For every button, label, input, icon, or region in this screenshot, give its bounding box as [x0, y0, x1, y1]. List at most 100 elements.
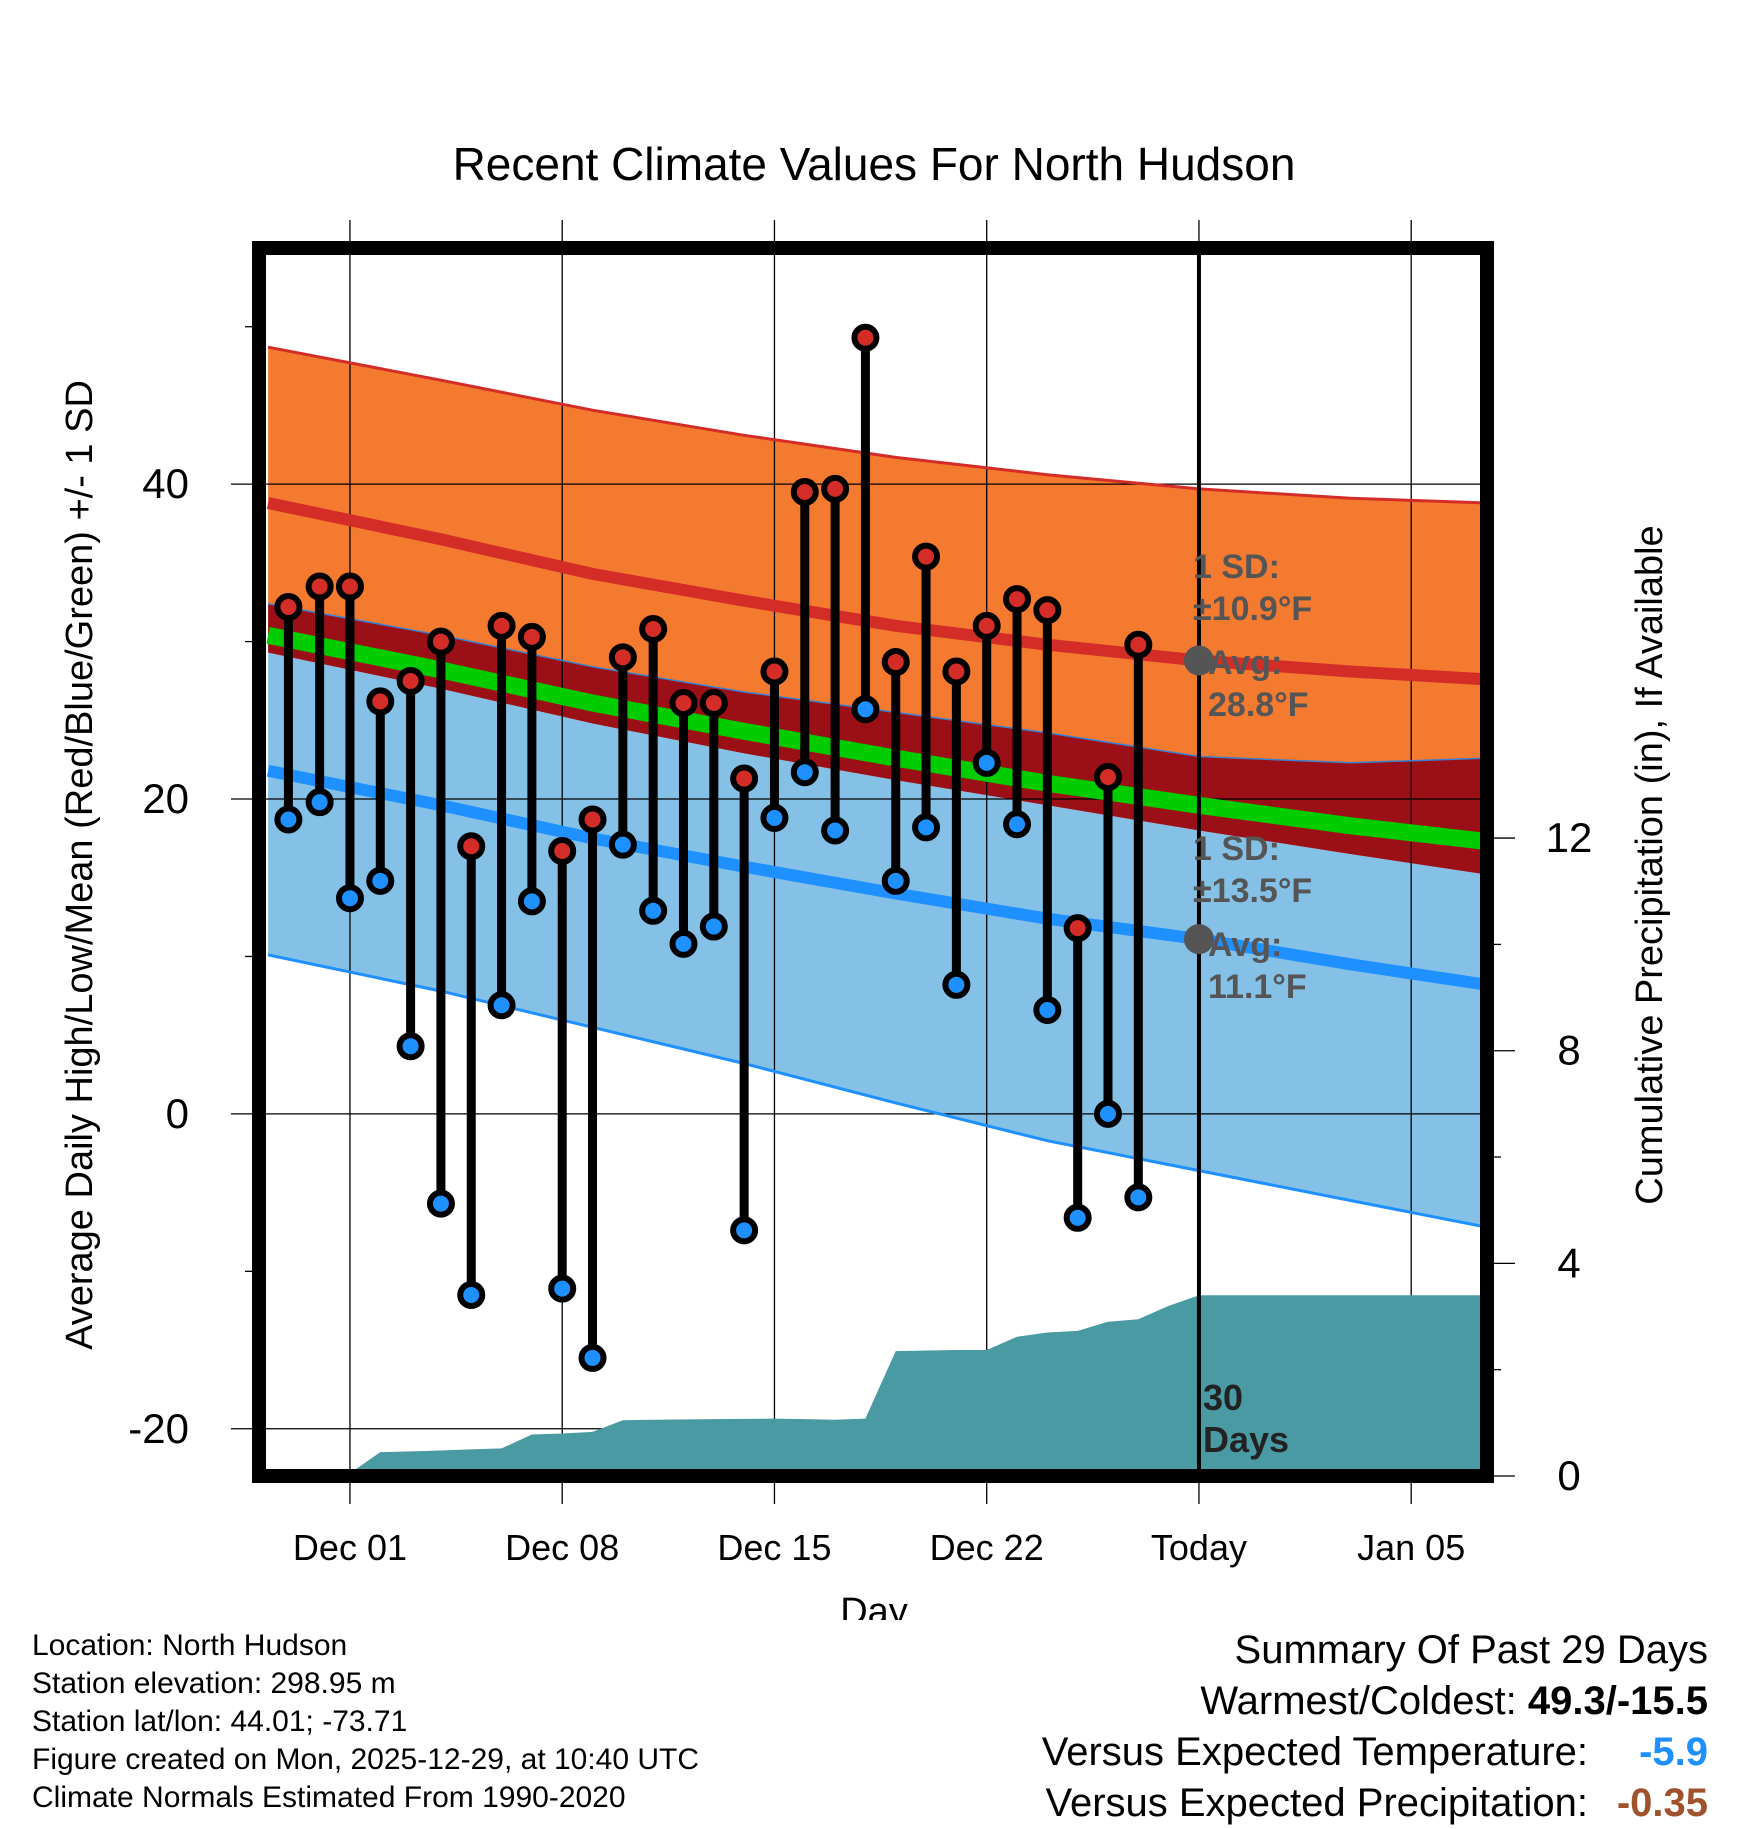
high-point — [1063, 914, 1092, 943]
y-axis-label: Average Daily High/Low/Mean (Red/Blue/Gr… — [59, 380, 101, 1350]
high-point — [426, 627, 455, 656]
y-tick-label: 0 — [166, 1090, 189, 1137]
summary-title: Summary Of Past 29 Days — [1234, 1628, 1708, 1672]
low-point — [1003, 810, 1032, 839]
low-sd-value: ±13.5°F — [1193, 872, 1312, 910]
high-point — [487, 611, 516, 640]
low-point — [972, 748, 1001, 777]
high-avg-label: Avg: — [1208, 644, 1282, 682]
low-point — [335, 884, 364, 913]
summary-warmest-value: 49.3/-15.5 — [1527, 1679, 1708, 1723]
high-sd-value: ±10.9°F — [1193, 590, 1312, 628]
low-avg-label: Avg: — [1208, 926, 1282, 964]
high-point — [851, 323, 880, 352]
high-point — [699, 688, 728, 717]
x-tick-label: Today — [1151, 1527, 1247, 1568]
high-point — [608, 643, 637, 672]
y-right-tick-label: 8 — [1557, 1027, 1580, 1074]
plot-frame — [252, 241, 1494, 1483]
low-sd-band — [268, 652, 1487, 1228]
low-point — [517, 887, 546, 916]
y-axis-right-label: Cumulative Precipitation (in), If Availa… — [1629, 525, 1671, 1204]
normals-text: Climate Normals Estimated From 1990-2020 — [32, 1781, 626, 1814]
x-axis-label: Day — [840, 1591, 908, 1620]
low-point — [669, 929, 698, 958]
low-point — [851, 695, 880, 724]
summary-precip-value: -0.35 — [1616, 1781, 1708, 1825]
high-point — [942, 657, 971, 686]
high-point — [669, 688, 698, 717]
x-tick-label: Dec 01 — [293, 1527, 407, 1568]
axes: Dec 01 Dec 08 Dec 15 Dec 22 Today Jan 05 -20 0 2… — [128, 220, 1592, 1568]
high-point — [305, 572, 334, 601]
low-point — [942, 970, 971, 999]
days-count-label: 30 — [1203, 1377, 1243, 1418]
high-point — [366, 687, 395, 716]
low-point — [790, 758, 819, 787]
high-point — [1033, 596, 1062, 625]
y-tick-label: -20 — [128, 1405, 189, 1452]
high-sd-label: 1 SD: — [1193, 548, 1280, 586]
x-tick-label: Jan 05 — [1357, 1527, 1465, 1568]
low-point — [457, 1280, 486, 1309]
low-point — [274, 805, 303, 834]
station-info: Location: North Hudson Station elevation… — [32, 1627, 699, 1817]
high-point — [972, 611, 1001, 640]
summary-temp-value: -5.9 — [1639, 1730, 1708, 1774]
high-point — [396, 666, 425, 695]
high-point — [548, 836, 577, 865]
high-point — [1003, 585, 1032, 614]
elevation-text: Station elevation: 298.95 m — [32, 1667, 396, 1700]
high-point — [821, 474, 850, 503]
high-point — [760, 657, 789, 686]
low-point — [578, 1343, 607, 1372]
low-sd-label: 1 SD: — [1193, 830, 1280, 868]
low-avg-marker — [1183, 924, 1214, 955]
high-point — [639, 614, 668, 643]
high-avg-value: 28.8°F — [1208, 686, 1309, 724]
low-point — [1093, 1099, 1122, 1128]
high-point — [912, 542, 941, 571]
chart-title: Recent Climate Values For North Hudson — [453, 138, 1296, 190]
summary-precip-label: Versus Expected Precipitation: — [1045, 1781, 1588, 1825]
high-point — [1093, 762, 1122, 791]
plot-area: 1 SD: ±10.9°F Avg: 28.8°F 1 SD: ±13.5°F Avg: 11… — [259, 248, 1487, 1476]
low-avg-value: 11.1°F — [1208, 968, 1307, 1006]
low-point — [366, 866, 395, 895]
low-point — [608, 830, 637, 859]
low-point — [912, 813, 941, 842]
low-point — [699, 912, 728, 941]
high-point — [457, 832, 486, 861]
latlon-text: Station lat/lon: 44.01; -73.71 — [32, 1705, 408, 1738]
days-text-label: Days — [1203, 1419, 1289, 1460]
y-right-tick-label: 12 — [1546, 814, 1593, 861]
summary-warmest-label: Warmest/Coldest: — [1200, 1679, 1528, 1723]
high-point — [517, 622, 546, 651]
y-tick-label: 20 — [142, 775, 189, 822]
low-point — [639, 896, 668, 925]
precip-area — [322, 1295, 1487, 1476]
y-tick-label: 40 — [142, 460, 189, 507]
high-avg-line — [266, 497, 1487, 686]
low-point — [548, 1274, 577, 1303]
x-tick-label: Dec 08 — [505, 1527, 619, 1568]
summary-temp-label: Versus Expected Temperature: — [1041, 1730, 1588, 1774]
low-point — [487, 991, 516, 1020]
created-text: Figure created on Mon, 2025-12-29, at 10… — [32, 1743, 700, 1776]
summary-temp-row: Versus Expected Temperature: -5.9 — [1042, 1727, 1708, 1778]
high-point — [1124, 630, 1153, 659]
high-point — [730, 764, 759, 793]
high-sd-upper-line — [267, 345, 1487, 505]
summary-warmest-row: Warmest/Coldest: 49.3/-15.5 — [1042, 1676, 1708, 1727]
high-avg-marker — [1183, 645, 1214, 676]
low-point — [821, 816, 850, 845]
low-point — [730, 1216, 759, 1245]
x-tick-label: Dec 15 — [717, 1527, 831, 1568]
high-point — [790, 478, 819, 507]
low-point — [396, 1032, 425, 1061]
climate-chart: Recent Climate Values For North Hudson 1… — [59, 138, 1671, 1620]
summary-box: Summary Of Past 29 Days Warmest/Coldest:… — [1042, 1625, 1708, 1829]
low-point — [305, 788, 334, 817]
high-point — [578, 805, 607, 834]
low-point — [760, 803, 789, 832]
